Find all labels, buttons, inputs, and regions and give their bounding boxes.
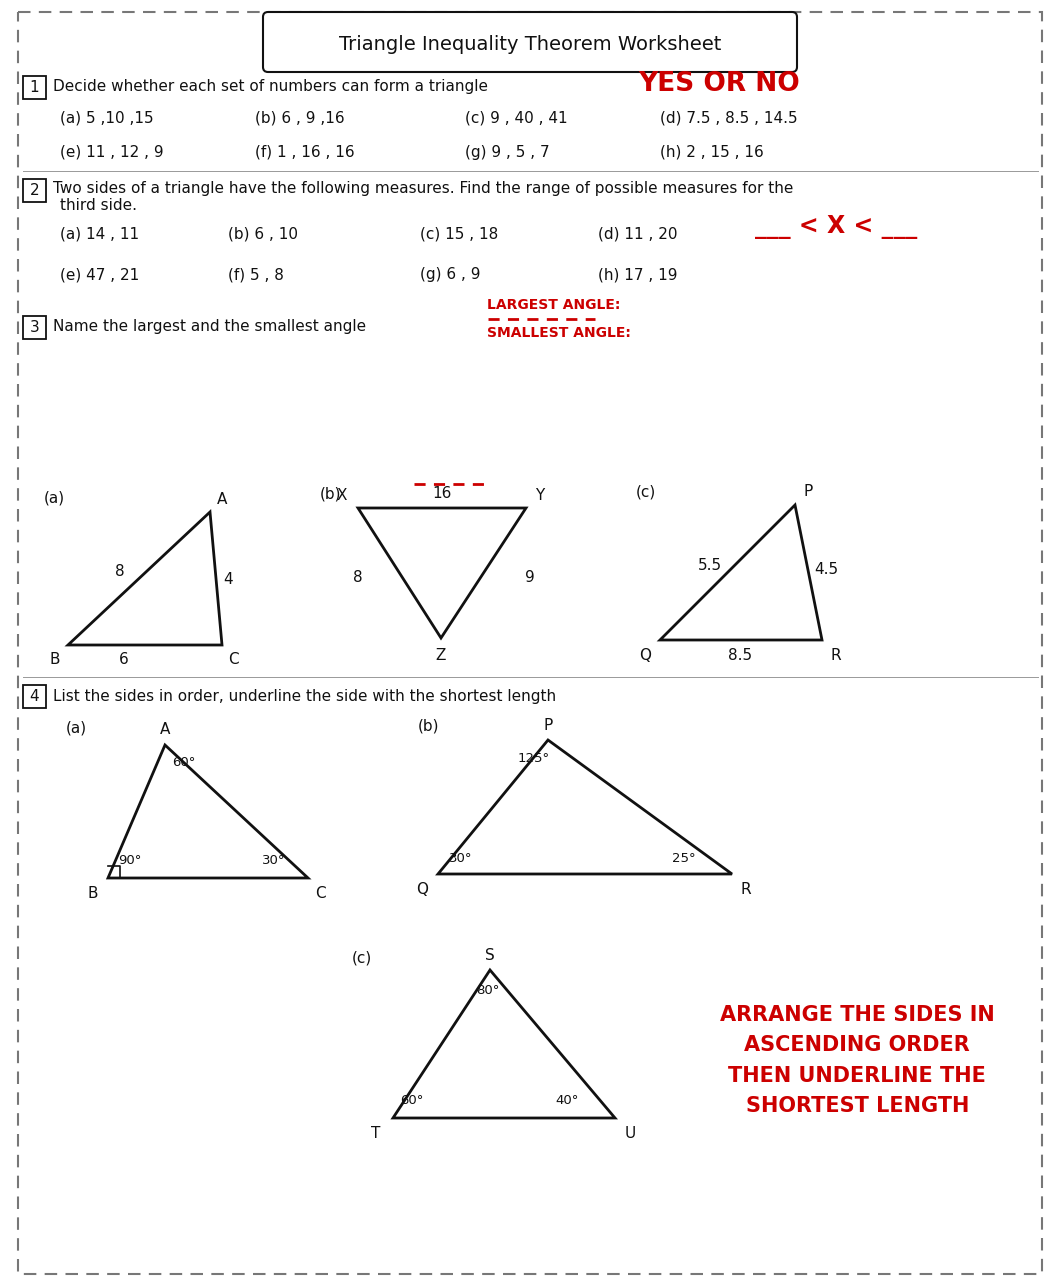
- Text: (g) 9 , 5 , 7: (g) 9 , 5 , 7: [465, 144, 550, 159]
- Text: C: C: [315, 886, 325, 901]
- Text: U: U: [624, 1127, 636, 1142]
- Text: A: A: [217, 493, 227, 508]
- Text: 125°: 125°: [518, 751, 550, 764]
- Text: Z: Z: [436, 648, 446, 664]
- Text: 25°: 25°: [672, 851, 695, 864]
- Text: (f) 1 , 16 , 16: (f) 1 , 16 , 16: [255, 144, 355, 159]
- Text: Name the largest and the smallest angle: Name the largest and the smallest angle: [53, 319, 366, 334]
- Text: (a) 5 ,10 ,15: (a) 5 ,10 ,15: [60, 111, 154, 126]
- FancyBboxPatch shape: [23, 179, 46, 202]
- Text: 8: 8: [116, 565, 125, 580]
- Text: 5.5: 5.5: [697, 558, 722, 572]
- Text: (h) 2 , 15 , 16: (h) 2 , 15 , 16: [660, 144, 764, 159]
- Text: T: T: [371, 1127, 381, 1142]
- Text: X: X: [337, 489, 348, 504]
- Text: (c): (c): [636, 485, 656, 499]
- Text: Two sides of a triangle have the following measures. Find the range of possible : Two sides of a triangle have the followi…: [53, 180, 793, 195]
- Text: 9: 9: [525, 571, 535, 585]
- Text: 40°: 40°: [555, 1093, 579, 1106]
- FancyBboxPatch shape: [23, 685, 46, 709]
- Text: (g) 6 , 9: (g) 6 , 9: [420, 267, 480, 283]
- Text: 30°: 30°: [449, 851, 473, 864]
- Text: (e) 47 , 21: (e) 47 , 21: [60, 267, 139, 283]
- Text: Decide whether each set of numbers can form a triangle: Decide whether each set of numbers can f…: [53, 80, 488, 94]
- FancyBboxPatch shape: [23, 76, 46, 99]
- Text: (b) 6 , 9 ,16: (b) 6 , 9 ,16: [255, 111, 344, 126]
- Text: 4: 4: [30, 689, 39, 703]
- Text: Y: Y: [535, 489, 545, 504]
- Text: B: B: [88, 886, 99, 901]
- Text: R: R: [831, 648, 842, 664]
- Text: 1: 1: [30, 80, 39, 95]
- Text: (e) 11 , 12 , 9: (e) 11 , 12 , 9: [60, 144, 163, 159]
- Text: C: C: [228, 652, 238, 667]
- Text: 8: 8: [353, 571, 363, 585]
- Text: A: A: [160, 723, 171, 737]
- Text: Q: Q: [639, 648, 651, 664]
- FancyBboxPatch shape: [23, 316, 46, 340]
- Text: List the sides in order, underline the side with the shortest length: List the sides in order, underline the s…: [53, 689, 556, 705]
- Text: (c) 9 , 40 , 41: (c) 9 , 40 , 41: [465, 111, 567, 126]
- Text: 90°: 90°: [118, 854, 141, 867]
- Text: (f) 5 , 8: (f) 5 , 8: [228, 267, 284, 283]
- Text: (d) 11 , 20: (d) 11 , 20: [598, 226, 677, 242]
- Text: (b) 6 , 10: (b) 6 , 10: [228, 226, 298, 242]
- Text: third side.: third side.: [60, 198, 137, 213]
- Text: B: B: [50, 652, 60, 667]
- Text: YES OR NO: YES OR NO: [638, 71, 799, 96]
- Text: (h) 17 , 19: (h) 17 , 19: [598, 267, 677, 283]
- Text: 6: 6: [119, 652, 129, 666]
- Text: 80°: 80°: [476, 984, 499, 997]
- Text: 60°: 60°: [172, 756, 195, 769]
- Text: ARRANGE THE SIDES IN
ASCENDING ORDER
THEN UNDERLINE THE
SHORTEST LENGTH: ARRANGE THE SIDES IN ASCENDING ORDER THE…: [720, 1004, 994, 1116]
- Text: P: P: [544, 719, 552, 733]
- Text: (c): (c): [352, 950, 372, 966]
- Text: Q: Q: [416, 882, 428, 898]
- Text: (d) 7.5 , 8.5 , 14.5: (d) 7.5 , 8.5 , 14.5: [660, 111, 797, 126]
- Text: 4: 4: [224, 571, 233, 586]
- Text: P: P: [803, 485, 813, 499]
- Text: LARGEST ANGLE:: LARGEST ANGLE:: [487, 298, 620, 312]
- Text: ___ < X < ___: ___ < X < ___: [755, 215, 917, 239]
- Text: 3: 3: [30, 320, 39, 334]
- Text: R: R: [741, 882, 752, 898]
- Text: 60°: 60°: [400, 1093, 423, 1106]
- Text: S: S: [485, 948, 495, 962]
- Text: (a): (a): [66, 720, 87, 736]
- Text: SMALLEST ANGLE:: SMALLEST ANGLE:: [487, 325, 631, 340]
- Text: 4.5: 4.5: [814, 562, 838, 577]
- Text: 30°: 30°: [262, 854, 285, 868]
- FancyBboxPatch shape: [263, 12, 797, 72]
- Text: (b): (b): [320, 486, 341, 502]
- Text: 16: 16: [432, 486, 452, 502]
- Text: (a): (a): [45, 490, 65, 505]
- Text: (c) 15 , 18: (c) 15 , 18: [420, 226, 498, 242]
- Text: (a) 14 , 11: (a) 14 , 11: [60, 226, 139, 242]
- Text: Triangle Inequality Theorem Worksheet: Triangle Inequality Theorem Worksheet: [339, 35, 721, 54]
- Text: 8.5: 8.5: [728, 648, 752, 664]
- Text: 2: 2: [30, 183, 39, 198]
- Text: (b): (b): [418, 719, 440, 733]
